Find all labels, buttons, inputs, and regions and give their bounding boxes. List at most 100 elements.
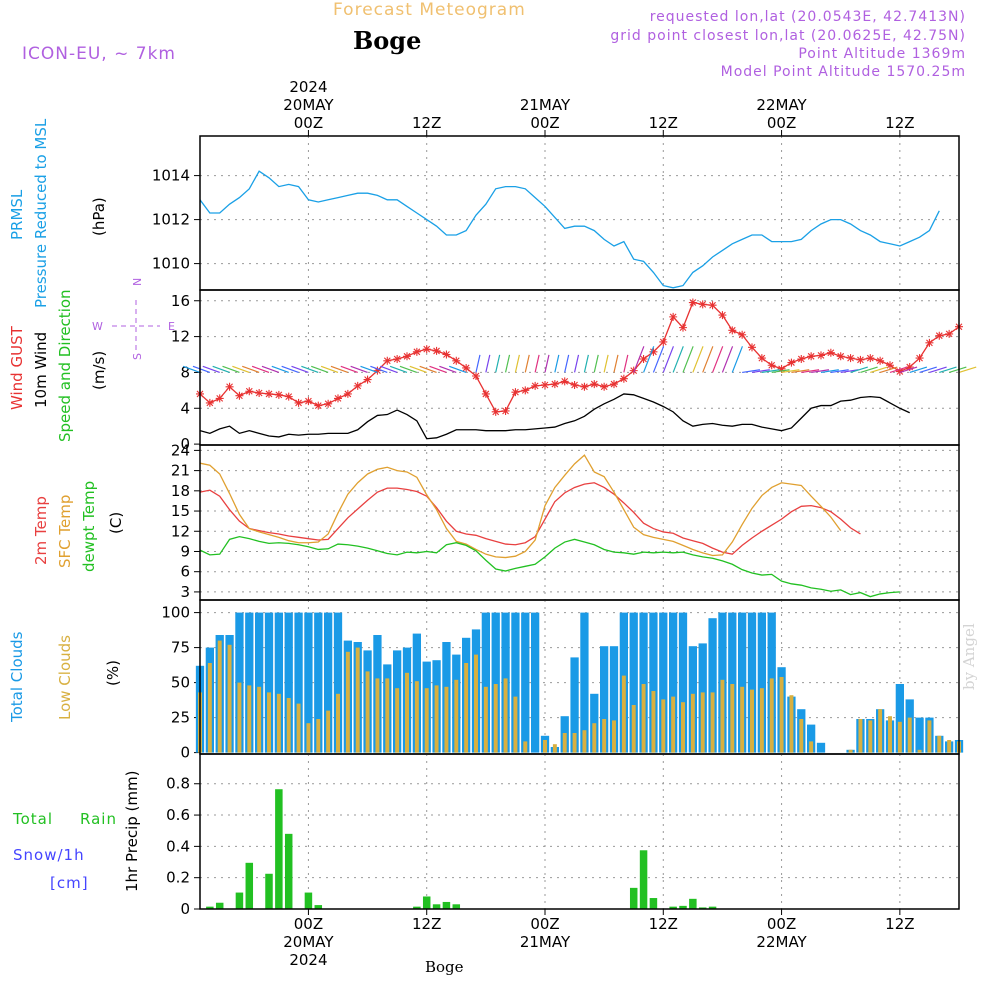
low-clouds-bar (868, 720, 873, 753)
total-clouds-bar (708, 618, 717, 753)
y-tick-label: 25 (171, 709, 190, 727)
wind-arrow (475, 354, 481, 373)
gust-point (541, 380, 549, 389)
wind-arrow (652, 346, 665, 373)
gust-point (629, 366, 638, 375)
footer-location: Boge (425, 958, 464, 976)
top-time-label-hour: 12Z (885, 114, 914, 132)
y-tick-label: 24 (171, 441, 190, 459)
point-altitude: Point Altitude 1369m (798, 46, 966, 62)
low-clouds-bar (326, 710, 331, 753)
total-clouds-bar (816, 742, 826, 753)
low-clouds-bar (355, 647, 360, 753)
wind-arrow (389, 365, 408, 373)
wind-arrow (360, 365, 378, 373)
gust-point (787, 358, 796, 367)
gust-point (708, 301, 717, 310)
total-clouds-bar (491, 612, 500, 753)
rain-bar (314, 905, 323, 909)
wind-arrow (251, 365, 270, 373)
gust-point (383, 356, 392, 365)
wind-arrow (662, 346, 674, 373)
gust-point (560, 377, 569, 386)
requested-coords: requested lon,lat (20.0543E, 42.7413N) (649, 9, 966, 25)
low-clouds-bar (947, 740, 952, 753)
y-tick-label: 0.8 (166, 775, 190, 793)
wind-arrow (613, 354, 619, 373)
wind-arrow (603, 354, 609, 373)
low-clouds-bar (621, 675, 626, 753)
rain-bar (206, 906, 214, 909)
y-tick-label: 0.6 (166, 806, 190, 824)
y-tick-label: 0 (180, 435, 190, 453)
total-clouds-bar (314, 612, 323, 753)
clouds-frame (199, 599, 960, 755)
wind-arrow (340, 365, 358, 373)
wind-arrow (879, 366, 898, 374)
low-clouds-bar (907, 717, 912, 753)
temp-panel: 24 21 18 15 12 9 6 3 (171, 441, 960, 601)
total-clouds-bar (333, 612, 343, 753)
rain-bar (284, 833, 293, 909)
y-tick-label: 0 (180, 900, 190, 918)
wind-arrow (820, 369, 839, 374)
gust-point (915, 354, 924, 363)
gust-point (550, 380, 559, 389)
gust-point (215, 394, 224, 403)
wind-arrow (870, 366, 888, 374)
wind-arrow (751, 369, 770, 374)
wind-arrow (643, 346, 655, 373)
wind-arrow (702, 346, 714, 373)
low-clouds-bar (207, 663, 212, 753)
bottom-time-label-hour: 00Z (767, 915, 796, 933)
rain-bar (413, 906, 421, 909)
low-clouds-bar (927, 720, 932, 753)
wind-arrow (439, 365, 457, 373)
gust-point (738, 330, 747, 339)
y-tick-label: 0.2 (166, 869, 190, 887)
total-clouds-bar (659, 612, 668, 753)
rain-bar (215, 902, 224, 909)
wind-arrow (564, 354, 570, 373)
wind-arrow (419, 365, 437, 373)
gust-point (531, 381, 540, 390)
low-clouds-bar (454, 679, 459, 753)
wind-arrow (583, 354, 589, 373)
gust-point (314, 401, 323, 410)
low-clouds-bar (345, 651, 350, 753)
total-clouds-bar (757, 612, 766, 753)
total-clouds-bar (570, 657, 579, 753)
low-clouds-bar (247, 685, 252, 753)
gust-point (274, 390, 283, 399)
gust-point (324, 399, 333, 408)
gust-point (462, 363, 471, 372)
low-clouds-bar (612, 720, 616, 753)
y-tick-label: 15 (171, 502, 190, 520)
wind-arrow (495, 354, 501, 373)
wind-arrow (850, 366, 868, 374)
low-clouds-bar (316, 719, 321, 753)
y-tick-label: 16 (171, 292, 190, 310)
total-clouds-bar (284, 612, 293, 753)
wind-arrow (801, 369, 820, 374)
wind-arrow (485, 354, 491, 373)
low-clouds-bar (227, 644, 232, 753)
total-clouds-bar (274, 612, 283, 753)
wind-arrow (771, 369, 790, 374)
y-tick-label: 18 (171, 482, 190, 500)
wind-arrow (573, 354, 580, 373)
wind-arrow (192, 365, 211, 373)
y-tick-label: 100 (161, 604, 190, 622)
low-clouds-bar (562, 733, 567, 753)
total-clouds-bar (521, 612, 530, 753)
gust-point (748, 343, 756, 352)
wind-arrow (182, 365, 201, 373)
wind-arrow (212, 365, 230, 373)
wind-arrow (958, 366, 977, 374)
wind-arrow (781, 369, 800, 374)
gust-point (245, 387, 254, 396)
gust-point (886, 361, 894, 370)
rain-bar (698, 907, 707, 909)
